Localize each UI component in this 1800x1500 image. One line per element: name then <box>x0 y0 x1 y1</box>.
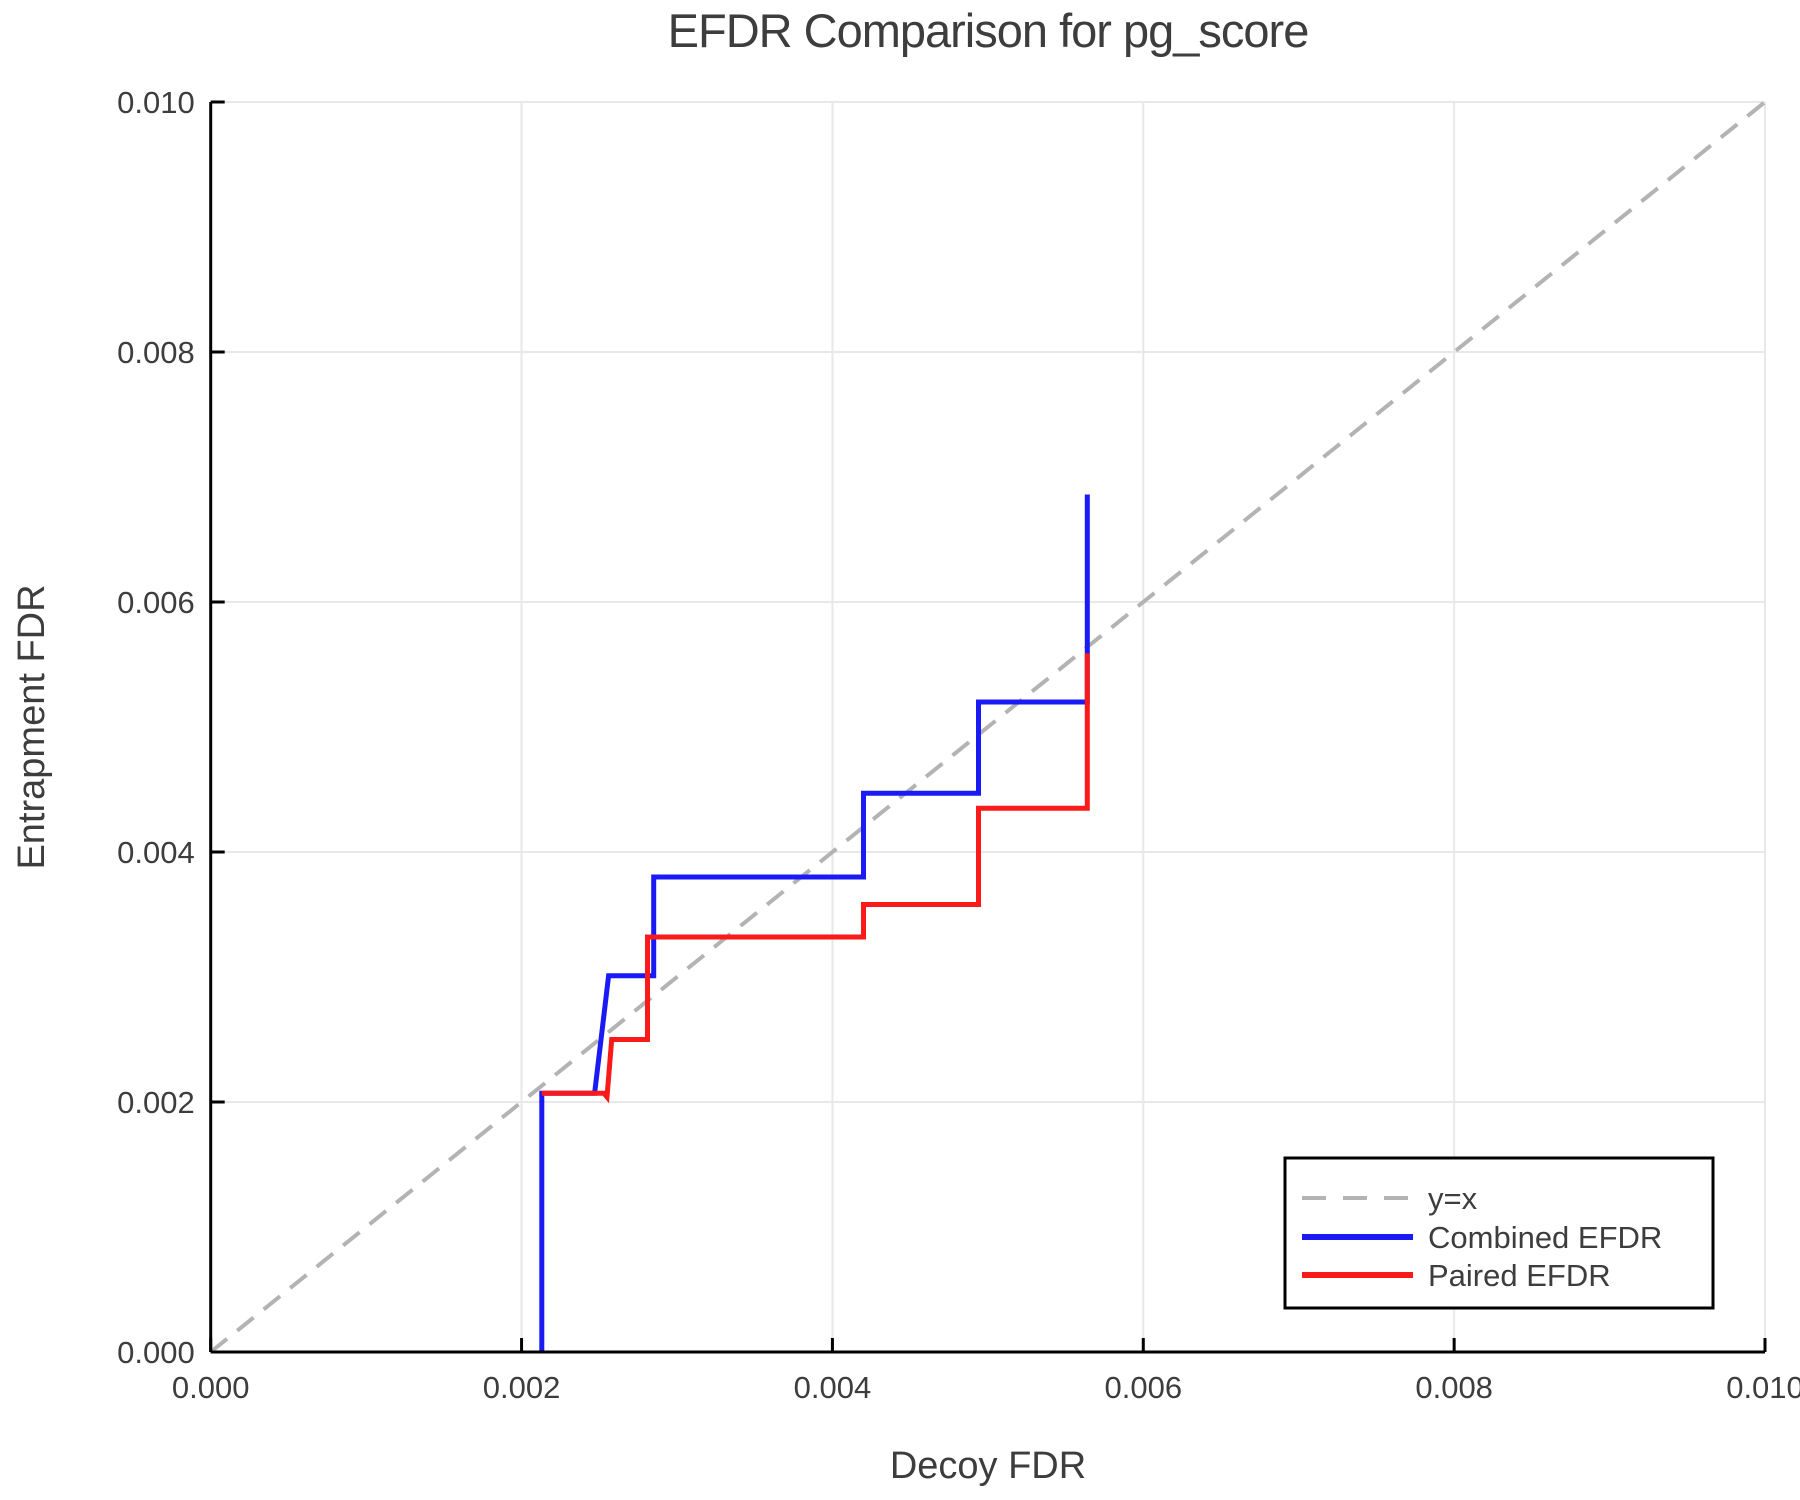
y-tick-label: 0.002 <box>117 1085 195 1120</box>
x-axis-ticks: 0.000 0.002 0.004 0.006 0.008 0.010 <box>172 1338 1800 1405</box>
paired-efdr-line <box>541 653 1090 1104</box>
legend-label-paired: Paired EFDR <box>1428 1258 1611 1293</box>
x-tick-label: 0.004 <box>794 1370 872 1405</box>
y-tick-label: 0.010 <box>117 85 195 120</box>
x-tick-label: 0.002 <box>483 1370 561 1405</box>
x-tick-label: 0.010 <box>1726 1370 1800 1405</box>
x-tick-label: 0.006 <box>1104 1370 1182 1405</box>
y-axis-label: Entrapment FDR <box>11 584 53 869</box>
gridlines <box>210 101 1766 1352</box>
chart-title: EFDR Comparison for pg_score <box>668 4 1309 57</box>
y-equals-x-reference-line <box>209 100 1767 1354</box>
y-tick-label: 0.004 <box>117 835 195 870</box>
y-axis-ticks: 0.000 0.002 0.004 0.006 0.008 0.010 <box>117 85 225 1370</box>
legend-label-combined: Combined EFDR <box>1428 1220 1662 1255</box>
x-tick-label: 0.008 <box>1415 1370 1493 1405</box>
y-tick-label: 0.000 <box>117 1335 195 1370</box>
legend-box <box>1283 1156 1715 1310</box>
legend-label-yx: y=x <box>1428 1181 1478 1216</box>
x-axis-label: Decoy FDR <box>890 1445 1086 1487</box>
y-tick-label: 0.008 <box>117 335 195 370</box>
x-tick-label: 0.000 <box>172 1370 250 1405</box>
legend: y=x Combined EFDR Paired EFDR <box>1283 1156 1715 1310</box>
y-tick-label: 0.006 <box>117 585 195 620</box>
